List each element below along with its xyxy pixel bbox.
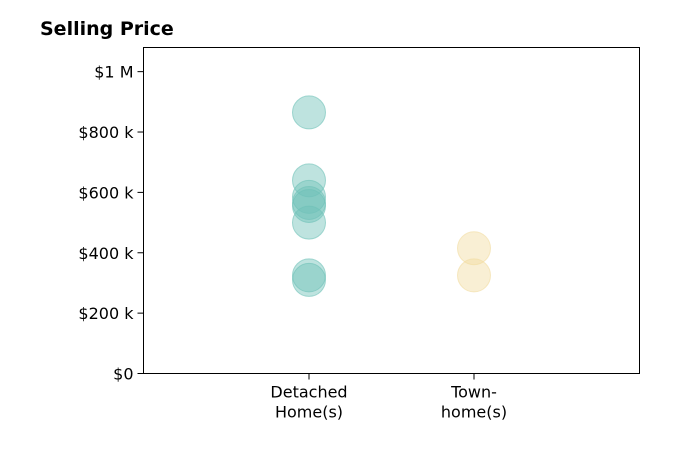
y-axis: $0 $200 k $400 k $600 k $800 k $1 M bbox=[78, 63, 144, 384]
data-point bbox=[457, 258, 491, 293]
y-tick-label: $800 k bbox=[78, 123, 134, 142]
data-point bbox=[292, 205, 326, 240]
y-tick-label: $0 bbox=[113, 365, 133, 384]
plot-frame bbox=[143, 47, 640, 374]
data-point bbox=[292, 262, 326, 297]
data-point bbox=[292, 95, 326, 130]
x-tick-label: Detached Home(s) bbox=[270, 383, 347, 422]
y-tick-label: $200 k bbox=[78, 304, 134, 323]
chart-title: Selling Price bbox=[40, 18, 174, 40]
x-tick-label: Town-home(s) bbox=[441, 383, 507, 422]
y-tick-label: $600 k bbox=[78, 183, 134, 202]
data-point bbox=[292, 258, 326, 293]
data-points bbox=[292, 95, 491, 297]
x-axis: Detached Home(s) Town-home(s) bbox=[270, 373, 507, 422]
data-point bbox=[457, 231, 491, 266]
y-tick-label: $1 M bbox=[94, 63, 133, 82]
y-tick-label: $400 k bbox=[78, 244, 134, 263]
